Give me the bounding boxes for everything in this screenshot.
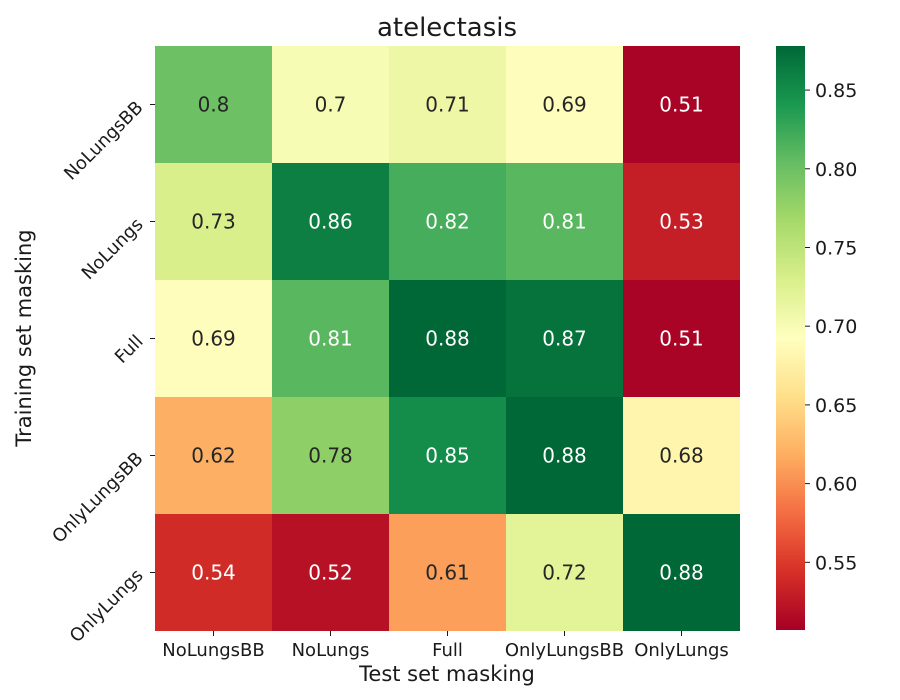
- heatmap-cell: [389, 397, 506, 514]
- colorbar: [776, 46, 805, 630]
- y-tick-label: Full: [111, 331, 148, 368]
- heatmap-cell: [623, 163, 740, 280]
- heatmap-cells: [155, 46, 740, 631]
- cell-value-label: 0.82: [425, 210, 470, 234]
- x-tick-label: OnlyLungs: [634, 640, 729, 661]
- cell-value-label: 0.85: [425, 444, 470, 468]
- y-tick-label: OnlyLungs: [66, 565, 148, 647]
- x-tick-label: Full: [432, 640, 463, 661]
- heatmap-cell: [272, 46, 389, 163]
- heatmap-cell: [506, 46, 623, 163]
- cell-value-label: 0.71: [425, 93, 470, 117]
- heatmap-cell: [155, 514, 272, 631]
- heatmap-cell: [155, 46, 272, 163]
- cell-value-label: 0.62: [191, 444, 236, 468]
- chart-title: atelectasis: [377, 13, 517, 43]
- colorbar-tick-label: 0.85: [815, 80, 857, 102]
- heatmap-cell: [272, 163, 389, 280]
- heatmap-cell: [389, 46, 506, 163]
- cell-value-label: 0.54: [191, 561, 236, 585]
- colorbar-tick-label: 0.65: [815, 395, 857, 417]
- heatmap-cell: [506, 163, 623, 280]
- cell-value-label: 0.88: [659, 561, 704, 585]
- colorbar-tick-label: 0.75: [815, 237, 857, 259]
- heatmap-cell: [389, 514, 506, 631]
- heatmap-cell: [623, 514, 740, 631]
- heatmap-cell: [506, 397, 623, 514]
- y-tick-label: NoLungs: [78, 214, 148, 284]
- colorbar-tick-label: 0.60: [815, 474, 857, 496]
- heatmap-cell: [272, 397, 389, 514]
- x-tick-label: NoLungsBB: [162, 640, 265, 661]
- heatmap-cell: [623, 46, 740, 163]
- heatmap-cell: [506, 280, 623, 397]
- heatmap-cell: [272, 280, 389, 397]
- cell-value-label: 0.88: [542, 444, 587, 468]
- cell-value-label: 0.78: [308, 444, 353, 468]
- x-tick-label: OnlyLungsBB: [505, 640, 624, 661]
- heatmap-cell: [506, 514, 623, 631]
- cell-value-label: 0.53: [659, 210, 704, 234]
- cell-value-label: 0.87: [542, 327, 587, 351]
- cell-value-label: 0.69: [191, 327, 236, 351]
- cell-value-label: 0.8: [198, 93, 230, 117]
- cell-value-label: 0.61: [425, 561, 470, 585]
- heatmap-cell: [155, 163, 272, 280]
- heatmap-cell: [155, 397, 272, 514]
- cell-value-label: 0.7: [315, 93, 347, 117]
- y-tick-label: NoLungsBB: [60, 97, 147, 184]
- cell-value-label: 0.72: [542, 561, 587, 585]
- cell-value-label: 0.81: [308, 327, 353, 351]
- x-axis-ticks: NoLungsBB NoLungs Full OnlyLungsBB OnlyLungs: [162, 631, 729, 661]
- cell-value-label: 0.86: [308, 210, 353, 234]
- colorbar-tick-label: 0.70: [815, 316, 857, 338]
- y-axis-label: Training set masking: [12, 229, 36, 447]
- colorbar-ticks: 0.55 0.60 0.65 0.70 0.75 0.80 0.85: [805, 80, 857, 574]
- cell-value-label: 0.81: [542, 210, 587, 234]
- cell-annotations: 0.8 0.7 0.71 0.69 0.51 0.73 0.86 0.82 0.81 0.53 0.…: [191, 93, 704, 585]
- cell-value-label: 0.88: [425, 327, 470, 351]
- cell-value-label: 0.51: [659, 93, 704, 117]
- y-tick-label: OnlyLungsBB: [48, 448, 147, 547]
- cell-value-label: 0.69: [542, 93, 587, 117]
- y-axis-ticks: NoLungsBB NoLungs Full OnlyLungsBB OnlyLungs: [48, 97, 155, 647]
- heatmap-cell: [623, 280, 740, 397]
- cell-value-label: 0.52: [308, 561, 353, 585]
- heatmap-cell: [389, 163, 506, 280]
- cell-value-label: 0.51: [659, 327, 704, 351]
- heatmap-cell: [155, 280, 272, 397]
- heatmap-cell: [623, 397, 740, 514]
- x-axis-label: Test set masking: [358, 662, 535, 686]
- colorbar-tick-label: 0.55: [815, 552, 857, 574]
- colorbar-tick-label: 0.80: [815, 159, 857, 181]
- x-tick-label: NoLungs: [292, 640, 370, 661]
- cell-value-label: 0.68: [659, 444, 704, 468]
- heatmap-cell: [389, 280, 506, 397]
- cell-value-label: 0.73: [191, 210, 236, 234]
- heatmap-cell: [272, 514, 389, 631]
